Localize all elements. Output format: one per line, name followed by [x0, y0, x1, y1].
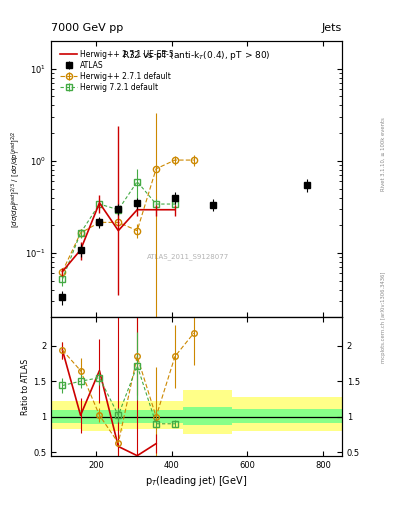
Text: ATLAS_2011_S9128077: ATLAS_2011_S9128077	[147, 253, 229, 260]
Y-axis label: Ratio to ATLAS: Ratio to ATLAS	[21, 358, 30, 415]
Y-axis label: $[d\sigma/dp_T^{lead}]^{2/3}$ / $[d\sigma/dp_T^{lead}]^{2/2}$: $[d\sigma/dp_T^{lead}]^{2/3}$ / $[d\sigm…	[9, 131, 23, 228]
Text: 7000 GeV pp: 7000 GeV pp	[51, 23, 123, 33]
Herwig++ 2.7.1 UE-EE-5	[97, 200, 102, 206]
Herwig++ 2.7.1 UE-EE-5	[135, 207, 140, 213]
Herwig++ 2.7.1 UE-EE-5	[173, 207, 177, 213]
Line: Herwig++ 2.7.1 UE-EE-5: Herwig++ 2.7.1 UE-EE-5	[62, 203, 175, 271]
Text: R32 vs pT (anti-k$_T$(0.4), pT > 80): R32 vs pT (anti-k$_T$(0.4), pT > 80)	[122, 49, 271, 62]
Herwig++ 2.7.1 UE-EE-5	[60, 268, 65, 274]
Herwig++ 2.7.1 UE-EE-5	[154, 207, 158, 213]
Text: Rivet 3.1.10, ≥ 100k events: Rivet 3.1.10, ≥ 100k events	[381, 117, 386, 190]
Herwig++ 2.7.1 UE-EE-5	[78, 247, 83, 253]
X-axis label: p$_T$(leading jet) [GeV]: p$_T$(leading jet) [GeV]	[145, 474, 248, 488]
Herwig++ 2.7.1 UE-EE-5	[116, 227, 121, 233]
Legend: Herwig++ 2.7.1 UE-EE-5, ATLAS, Herwig++ 2.7.1 default, Herwig 7.2.1 default: Herwig++ 2.7.1 UE-EE-5, ATLAS, Herwig++ …	[58, 48, 176, 94]
Text: mcplots.cern.ch [arXiv:1306.3436]: mcplots.cern.ch [arXiv:1306.3436]	[381, 272, 386, 363]
Text: Jets: Jets	[321, 23, 342, 33]
